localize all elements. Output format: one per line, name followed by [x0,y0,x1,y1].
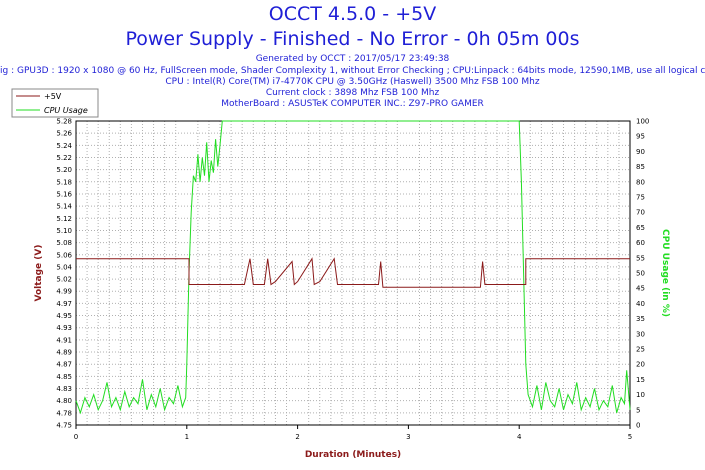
y2-tick-label: 15 [636,376,645,384]
motherboard-line: MotherBoard : ASUSTeK COMPUTER INC.: Z97… [221,99,484,109]
y-tick-label: 4.97 [56,300,72,308]
y2-tick-label: 90 [636,148,645,156]
y2-tick-label: 95 [636,133,645,141]
y2-tick-label: 20 [636,361,645,369]
y-tick-label: 5.28 [56,118,72,126]
chart-subtitle: Power Supply - Finished - No Error - 0h … [125,28,580,50]
y2-tick-label: 40 [636,300,645,308]
config-line: ig : GPU3D : 1920 x 1080 @ 60 Hz, FullSc… [0,66,705,76]
legend: +5V CPU Usage [11,88,99,118]
series-line-cpu-usage [75,120,631,415]
chart-title: OCCT 4.5.0 - +5V [268,3,437,25]
y2-tick-label: 0 [636,422,640,430]
y-tick-label: 5.22 [56,154,72,162]
y2-tick-label: 30 [636,330,645,338]
y-tick-label: 4.99 [56,288,72,296]
y-tick-label: 4.91 [56,336,72,344]
y-tick-label: 4.85 [56,373,72,381]
y-tick-label: 5.12 [56,215,72,223]
y-tick-label: 5.20 [56,166,72,174]
x-tick-label: 3 [406,433,410,441]
y-tick-label: 5.02 [56,276,72,284]
y2-tick-label: 35 [636,315,645,323]
legend-box [11,88,99,118]
y2-tick-label: 10 [636,391,645,399]
y-tick-label: 5.16 [56,190,72,198]
y2-tick-label: 45 [636,285,645,293]
y-tick-labels: 5.28 5.26 5.24 5.22 5.20 5.18 5.16 5.14 5.12 5.10… [56,118,72,430]
y-tick-label: 5.04 [56,263,72,271]
y2-tick-label: 80 [636,178,645,186]
legend-label-5v: +5V [44,92,62,101]
y-tick-label: 4.78 [56,409,72,417]
y-tick-label: 5.14 [56,203,72,211]
y2-tick-label: 5 [636,406,640,414]
y-tick-label: 4.89 [56,349,72,357]
clock-line: Current clock : 3898 Mhz FSB 100 Mhz [265,88,440,98]
y2-tick-label: 55 [636,254,645,262]
y-axis-label: Voltage (V) [34,245,44,302]
y-tick-label: 4.95 [56,312,72,320]
y-tick-label: 5.08 [56,239,72,247]
y-tick-label: 4.83 [56,385,72,393]
x-tick-label: 2 [295,433,299,441]
x-axis-label: Duration (Minutes) [305,450,401,460]
y-tick-label: 4.75 [56,422,72,430]
y-tick-label: 5.26 [56,130,72,138]
generated-line: Generated by OCCT : 2017/05/17 23:49:38 [255,54,450,64]
x-tick-label: 5 [628,433,632,441]
x-tick-label: 1 [185,433,189,441]
y-tick-label: 4.80 [56,397,72,405]
y2-tick-label: 100 [636,118,649,126]
y-tick-label: 5.24 [56,142,72,150]
y-tick-label: 4.87 [56,361,72,369]
y2-tick-label: 85 [636,163,645,171]
x-tick-labels: 0 1 2 3 4 5 [74,433,632,441]
legend-label-cpu-usage: CPU Usage [44,106,88,115]
x-tick-label: 4 [517,433,522,441]
y2-tick-labels: 1009590858075706560555045403530252015105… [636,118,649,430]
y2-tick-label: 75 [636,194,645,202]
y2-tick-label: 65 [636,224,645,232]
cpu-line: CPU : Intel(R) Core(TM) i7-4770K CPU @ 3… [165,77,540,87]
y2-tick-label: 70 [636,209,645,217]
y-tick-label: 5.10 [56,227,72,235]
x-tick-label: 0 [74,433,78,441]
y-tick-label: 5.06 [56,251,72,259]
y-tick-label: 5.18 [56,178,72,186]
y2-tick-label: 50 [636,270,645,278]
y2-axis-label: CPU Usage (in %) [660,229,670,317]
y2-tick-label: 25 [636,346,645,354]
grid [75,120,631,429]
y2-tick-label: 60 [636,239,645,247]
y-tick-label: 4.93 [56,324,72,332]
series-line-5v [76,257,630,288]
